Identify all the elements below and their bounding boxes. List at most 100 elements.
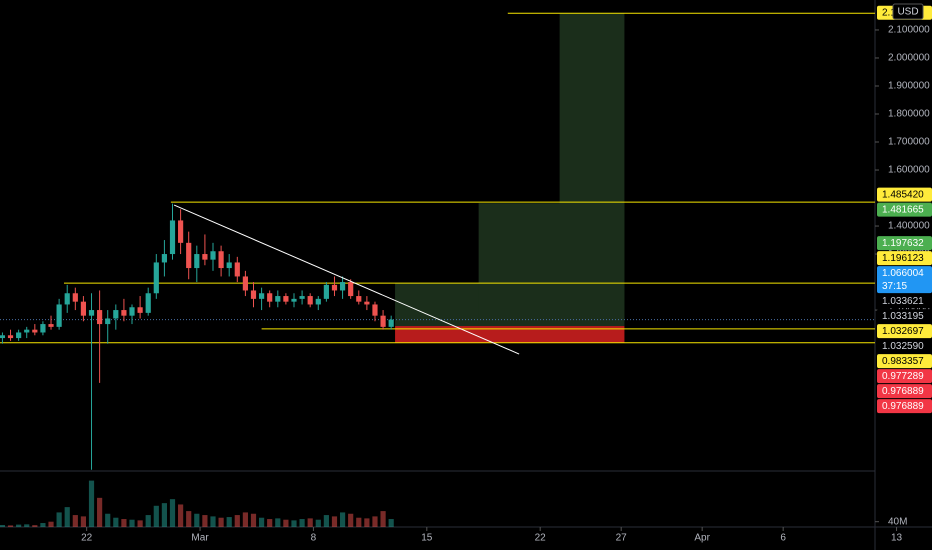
layer: 2.1597071.4854201.4816651.1976321.196123… [877,5,932,414]
y-tick-label: 1.700000 [888,137,930,148]
candle-body [7,335,14,339]
candle-body [323,284,329,299]
candle-body [372,304,378,316]
candle-body [88,310,95,316]
volume-tick-label: 40M [888,516,907,527]
candle-body [299,296,305,299]
volume-bar [348,513,354,527]
candle-body [24,329,30,333]
candle-body [153,262,159,294]
price-label: 1.033195 [882,311,924,322]
candle-body [388,319,394,327]
candle-body [250,290,257,299]
volume-bar [137,520,143,527]
target-zone [559,13,625,327]
volume-bar [226,517,232,527]
volume-bar [210,516,216,527]
candle-body [380,315,386,327]
price-label-box [877,354,932,369]
price-label: 1.033621 [882,296,924,307]
candle-body [161,254,167,263]
candle-body [291,298,297,302]
candle-body [283,296,289,302]
volume-bar [186,511,192,527]
trendline [173,204,520,355]
price-countdown: 37:15 [882,281,907,292]
volume-bar [307,518,313,527]
candle-body [210,251,216,260]
volume-bar [113,517,119,527]
candle-body [348,282,354,297]
candle-body [0,335,6,339]
x-tick-label: Apr [694,533,710,544]
candle-body [137,307,143,313]
volume-bar [242,512,248,527]
x-tick-label: 6 [780,533,786,544]
price-label: 1.196123 [882,253,924,264]
price-label-box [877,294,932,309]
volume-bar [80,516,87,527]
x-tick-label: 15 [421,533,433,544]
price-label-box [877,236,932,251]
price-label-box [877,251,932,266]
volume-bar [64,507,70,527]
candle-body [40,324,46,333]
candle-body [64,293,70,305]
volume-bar [161,503,167,527]
candle-body [194,254,200,269]
volume-bar [169,499,176,527]
x-tick-label: 22 [81,533,93,544]
x-tick-label: 8 [311,533,317,544]
candle-body [234,262,240,277]
candle-body [56,304,62,327]
currency: USD [897,7,918,18]
volume-bar [388,519,394,527]
volume-bar [7,525,14,527]
price-label-box [877,399,932,414]
volume-bar [178,504,184,527]
volume-bar [40,523,46,527]
price-label-box [877,384,932,399]
volume-bar [364,518,370,527]
price-label-box [877,339,932,354]
volume-bar [331,516,338,527]
candle-body [202,254,208,260]
volume-bar [16,524,22,527]
layer [0,203,520,527]
volume-bar [97,497,103,527]
price-label-box [877,187,932,202]
candle-body [275,296,281,302]
price-label: 1.485420 [882,189,924,200]
candle-body [48,324,54,327]
x-tick-label: 22 [535,533,547,544]
candle-body [72,293,78,302]
candle-body [331,284,338,291]
candle-body [97,310,103,325]
volume-bar [218,517,224,527]
x-tick-label: 13 [891,533,903,544]
y-tick-label: 1.400000 [888,221,930,232]
price-label: 0.976889 [882,401,924,412]
candle-body [364,301,370,305]
volume-bar [194,513,200,527]
y-tick-label: 2.100000 [888,25,930,36]
candle-body [218,251,224,269]
candle-body [169,220,176,255]
candle-body [121,310,127,316]
price-label: 0.983357 [882,356,924,367]
volume-bar [56,512,62,527]
candle-body [267,293,273,302]
candle-body [186,242,192,269]
candle-body [113,310,119,319]
y-tick-label: 1.800000 [888,109,930,120]
price-label: 1.481665 [882,204,924,215]
volume-bar [315,519,321,527]
volume-bar [202,515,208,527]
volume-bar [250,513,257,527]
price-label-box [877,266,932,294]
candle-body [32,329,38,333]
volume-bar [380,511,386,527]
volume-bar [267,519,273,527]
